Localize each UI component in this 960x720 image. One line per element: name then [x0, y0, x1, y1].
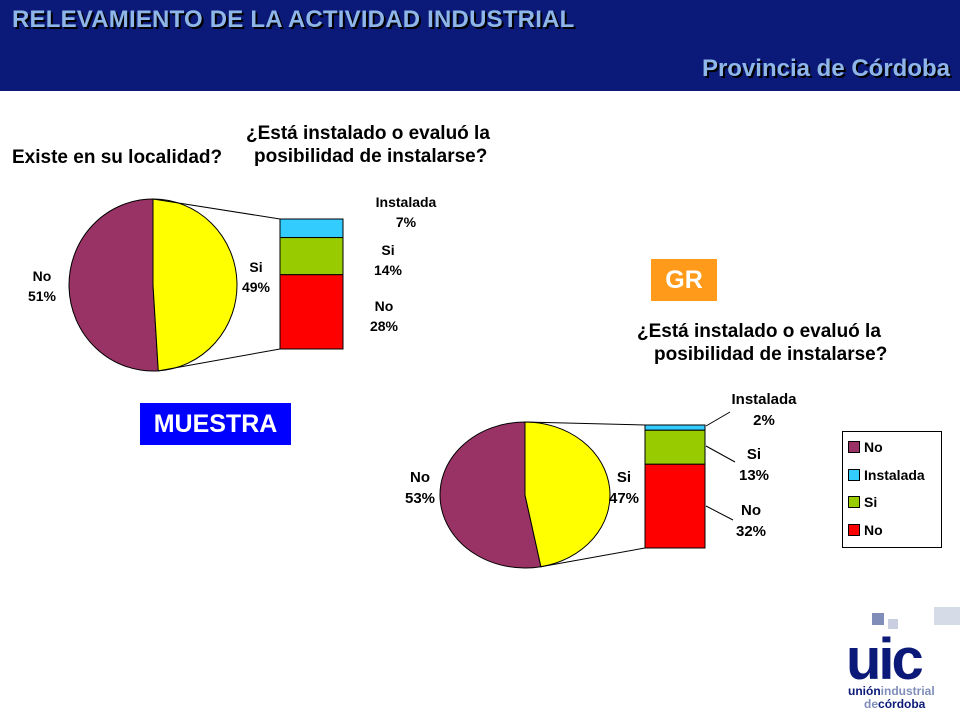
chart1-bar-label-instalada-value: 7% [395, 214, 417, 230]
chart2-bar-label-si-value: 13% [738, 467, 770, 484]
chart2-pie-label-no: No 53% [400, 467, 440, 509]
uic-logo: uic uniónindustrial decórdoba [838, 607, 960, 720]
chart1-pie-label-si-value: 49% [241, 279, 271, 295]
chart2-bar-label-si-name: Si [746, 446, 762, 463]
chart1-bar-label-no-name: No [374, 298, 394, 314]
chart2-bar-label-no-name: No [741, 502, 761, 519]
muestra-badge: MUESTRA [140, 403, 291, 445]
chart1-pie-label-no: No 51% [24, 266, 60, 306]
legend-item-no-2: No [848, 518, 883, 542]
chart1-pie-slice-si [152, 198, 238, 372]
chart2-legend: No Instalada Si No [842, 431, 942, 548]
chart1-bar-label-si-name: Si [381, 242, 395, 258]
chart2-bar-segment-no-2 [644, 463, 706, 549]
logo-mark: uic [846, 627, 923, 692]
chart1-bar-label-no-value: 28% [369, 318, 399, 334]
page-subtitle: Provincia de Córdoba [701, 55, 950, 82]
chart2-bar-question-line2: posibilidad de instalarse? [654, 344, 888, 365]
legend-label-instalada: Instalada [864, 467, 925, 483]
header-bar: RELEVAMIENTO DE LA ACTIVIDAD INDUSTRIAL … [0, 0, 960, 91]
chart2-bar-segment-si-1 [644, 429, 706, 465]
chart1-pie-label-no-name: No [32, 268, 52, 284]
chart1-bar-segment-no-2 [279, 274, 344, 350]
chart1-connector-top [152, 198, 281, 220]
chart2-bar-label-si: Si 13% [734, 444, 774, 486]
legend-swatch-no [848, 441, 860, 454]
logo-de: de [864, 697, 878, 711]
chart1-bar-segment-instalada-0 [279, 218, 344, 239]
chart1-pie-label-si-name: Si [249, 259, 263, 275]
legend-item-si: Si [848, 490, 877, 514]
chart2-bar-segment-instalada-0 [644, 424, 706, 431]
chart2-bar-label-instalada: Instalada 2% [724, 389, 804, 431]
chart1-bar-segment-si-1 [279, 237, 344, 276]
chart2-connector-top [524, 421, 646, 426]
chart2-bar-label-no-value: 32% [735, 523, 767, 540]
chart1-bar-label-instalada-name: Instalada [375, 194, 437, 210]
gr-badge: GR [651, 259, 717, 301]
legend-swatch-no-2 [848, 524, 860, 537]
legend-swatch-instalada [848, 469, 860, 482]
uic-logo-graphic: uic uniónindustrial decórdoba [838, 607, 960, 720]
chart1-bar-label-no: No 28% [362, 296, 406, 336]
page-title: RELEVAMIENTO DE LA ACTIVIDAD INDUSTRIAL [12, 6, 575, 33]
chart2-bar-question-line1: ¿Está instalado o evaluó la [637, 321, 881, 342]
chart1-bar-label-si-value: 14% [373, 262, 403, 278]
chart2-connector-bottom [540, 547, 646, 568]
legend-label-si: Si [864, 494, 878, 510]
legend-swatch-si [848, 496, 860, 509]
chart2-leader-no [705, 505, 734, 521]
chart2-pie-label-si-name: Si [616, 469, 632, 486]
logo-line2: decórdoba [864, 697, 926, 711]
chart2-pie-label-no-value: 53% [404, 490, 436, 507]
logo-cordoba: córdoba [878, 697, 926, 711]
chart1-connector-bottom [158, 348, 281, 372]
logo-union: unión [848, 684, 881, 698]
chart2-pie-slice-no [439, 421, 542, 569]
chart2-pie-label-si-value: 47% [608, 490, 640, 507]
chart2-pie-label-si: Si 47% [604, 467, 644, 509]
logo-line1: uniónindustrial [848, 684, 935, 698]
chart1-pie-question: Existe en su localidad? [12, 147, 223, 168]
chart2-bar-label-instalada-value: 2% [753, 412, 775, 429]
chart1-bar-question-line2: posibilidad de instalarse? [254, 146, 488, 167]
legend-item-no: No [848, 435, 883, 459]
chart2-bar-label-instalada-name: Instalada [731, 391, 797, 408]
chart1-pie-label-no-value: 51% [27, 288, 57, 304]
chart1-pie-label-si: Si 49% [238, 257, 274, 297]
legend-label-no: No [864, 439, 883, 455]
chart1-pie-slice-no [68, 198, 159, 372]
logo-industrial: industrial [881, 684, 935, 698]
chart2-pie-label-no-name: No [410, 469, 430, 486]
chart1-bar-question-line1: ¿Está instalado o evaluó la [246, 123, 490, 144]
legend-item-instalada: Instalada [848, 463, 925, 487]
legend-label-no-2: No [864, 522, 883, 538]
chart2-leader-instalada [705, 411, 731, 427]
chart1-bar-label-instalada: Instalada 7% [368, 192, 444, 232]
chart1-bar-label-si: Si 14% [366, 240, 410, 280]
chart2-pie-slice-si [524, 421, 611, 568]
chart2-bar-label-no: No 32% [730, 500, 772, 542]
chart2-leader-si [705, 445, 736, 463]
